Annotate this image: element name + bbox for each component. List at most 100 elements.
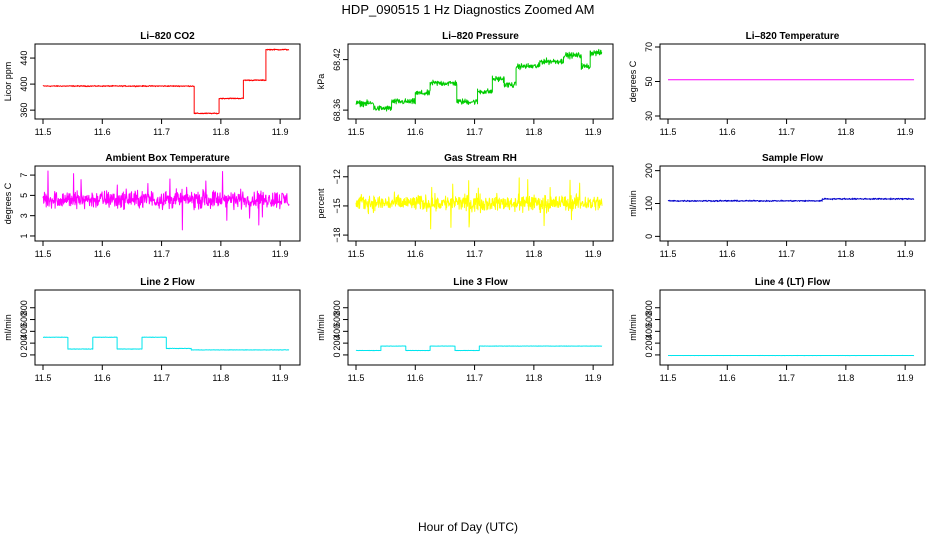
- series-line: [355, 177, 603, 230]
- x-axis-label: Hour of Day (UTC): [418, 520, 518, 534]
- y-tick-label: 68.36: [332, 99, 342, 122]
- x-tick-label: 11.7: [778, 249, 795, 259]
- plot-frame: [34, 165, 301, 242]
- x-tick-label: 11.5: [660, 127, 677, 137]
- x-tick-label: 11.6: [94, 127, 111, 137]
- chart-panel: Gas Stream RH 11.5 11.6 11.7 11.8 11.9 −18 −15 −…: [316, 153, 614, 259]
- x-tick-label: 11.6: [407, 373, 424, 383]
- y-tick-label: 400: [644, 324, 654, 339]
- y-tick-label: 600: [19, 312, 29, 327]
- y-tick-label: 7: [19, 173, 29, 178]
- plot-frame: [659, 165, 926, 242]
- x-tick-label: 11.5: [35, 127, 52, 137]
- y-tick-label: 600: [332, 312, 342, 327]
- x-tick-label: 11.5: [348, 127, 365, 137]
- plot-frame: [659, 289, 926, 366]
- panel-title: Sample Flow: [762, 153, 823, 164]
- x-tick-label: 11.7: [153, 249, 170, 259]
- y-tick-label: −18: [332, 227, 342, 242]
- y-tick-label: 200: [332, 336, 342, 351]
- chart-panel: Li–820 Temperature 11.5 11.6 11.7 11.8 11.9 30…: [628, 31, 926, 137]
- x-tick-label: 11.5: [660, 373, 677, 383]
- panel-title: Line 3 Flow: [453, 277, 508, 288]
- y-tick-label: 800: [19, 300, 29, 315]
- y-tick-label: −12: [332, 169, 342, 184]
- y-axis-label: ml/min: [3, 314, 13, 341]
- x-tick-label: 11.7: [153, 373, 170, 383]
- plot-frame: [347, 289, 614, 366]
- panels: Li–820 CO2 11.5 11.6 11.7 11.8 11.9 360 400 440 L…: [3, 31, 926, 383]
- x-tick-label: 11.8: [212, 127, 229, 137]
- series-line: [42, 170, 290, 231]
- y-tick-label: 68.42: [332, 48, 342, 71]
- x-tick-label: 11.6: [719, 127, 736, 137]
- y-tick-label: 800: [644, 300, 654, 315]
- x-tick-label: 11.9: [897, 249, 914, 259]
- chart-panel: Ambient Box Temperature 11.5 11.6 11.7 11.8 1…: [3, 153, 301, 259]
- y-tick-label: 0: [644, 352, 654, 357]
- panel-title: Li–820 CO2: [140, 31, 195, 42]
- x-tick-label: 11.5: [348, 249, 365, 259]
- panel-title: Line 4 (LT) Flow: [755, 277, 831, 288]
- plot-frame: [659, 43, 926, 120]
- x-tick-label: 11.6: [407, 249, 424, 259]
- y-tick-label: 0: [644, 234, 654, 239]
- y-tick-label: 200: [644, 163, 654, 178]
- x-tick-label: 11.5: [660, 249, 677, 259]
- series-line: [42, 48, 290, 115]
- y-tick-label: 200: [19, 336, 29, 351]
- y-axis-label: ml/min: [628, 190, 638, 217]
- chart-panel: Line 3 Flow 11.5 11.6 11.7 11.8 11.9 020040060…: [316, 277, 614, 383]
- plot-frame: [34, 43, 301, 120]
- y-tick-label: 0: [332, 352, 342, 357]
- y-tick-label: 360: [19, 103, 29, 118]
- y-tick-label: 1: [19, 233, 29, 238]
- y-tick-label: 3: [19, 213, 29, 218]
- x-tick-label: 11.9: [897, 373, 914, 383]
- y-tick-label: 5: [19, 193, 29, 198]
- series-line: [355, 345, 603, 352]
- panel-title: Line 2 Flow: [140, 277, 195, 288]
- chart-panel: Li–820 CO2 11.5 11.6 11.7 11.8 11.9 360 400 440 L…: [3, 31, 301, 137]
- y-axis-label: Licor ppm: [3, 62, 13, 102]
- series-line: [42, 336, 290, 351]
- y-tick-label: 0: [19, 352, 29, 357]
- y-tick-label: 50: [644, 76, 654, 86]
- x-tick-label: 11.5: [35, 373, 52, 383]
- y-tick-label: 400: [19, 77, 29, 92]
- x-tick-label: 11.8: [525, 373, 542, 383]
- panel-title: Li–820 Temperature: [746, 31, 840, 42]
- panel-title: Ambient Box Temperature: [105, 153, 230, 164]
- x-tick-label: 11.6: [407, 127, 424, 137]
- x-tick-label: 11.9: [897, 127, 914, 137]
- plot-frame: [347, 43, 614, 120]
- y-tick-label: 800: [332, 300, 342, 315]
- x-tick-label: 11.9: [272, 127, 289, 137]
- y-axis-label: degrees C: [628, 60, 638, 102]
- x-tick-label: 11.6: [94, 373, 111, 383]
- series-line: [667, 197, 915, 203]
- x-tick-label: 11.7: [778, 127, 795, 137]
- x-tick-label: 11.9: [585, 249, 602, 259]
- x-tick-label: 11.8: [212, 249, 229, 259]
- plot-frame: [34, 289, 301, 366]
- y-axis-label: ml/min: [628, 314, 638, 341]
- x-tick-label: 11.8: [837, 127, 854, 137]
- x-tick-label: 11.7: [778, 373, 795, 383]
- y-tick-label: 200: [644, 336, 654, 351]
- chart-panel: Line 2 Flow 11.5 11.6 11.7 11.8 11.9 020040060…: [3, 277, 301, 383]
- chart-panel: Li–820 Pressure 11.5 11.6 11.7 11.8 11.9 68.36…: [316, 31, 614, 137]
- x-tick-label: 11.5: [35, 249, 52, 259]
- x-tick-label: 11.8: [837, 373, 854, 383]
- x-tick-label: 11.9: [272, 249, 289, 259]
- panel-title: Li–820 Pressure: [442, 31, 519, 42]
- y-axis-label: percent: [316, 188, 326, 219]
- x-tick-label: 11.6: [719, 373, 736, 383]
- x-tick-label: 11.7: [466, 373, 483, 383]
- y-axis-label: kPa: [316, 74, 326, 90]
- x-tick-label: 11.6: [94, 249, 111, 259]
- series-line: [355, 48, 603, 112]
- y-tick-label: 70: [644, 42, 654, 52]
